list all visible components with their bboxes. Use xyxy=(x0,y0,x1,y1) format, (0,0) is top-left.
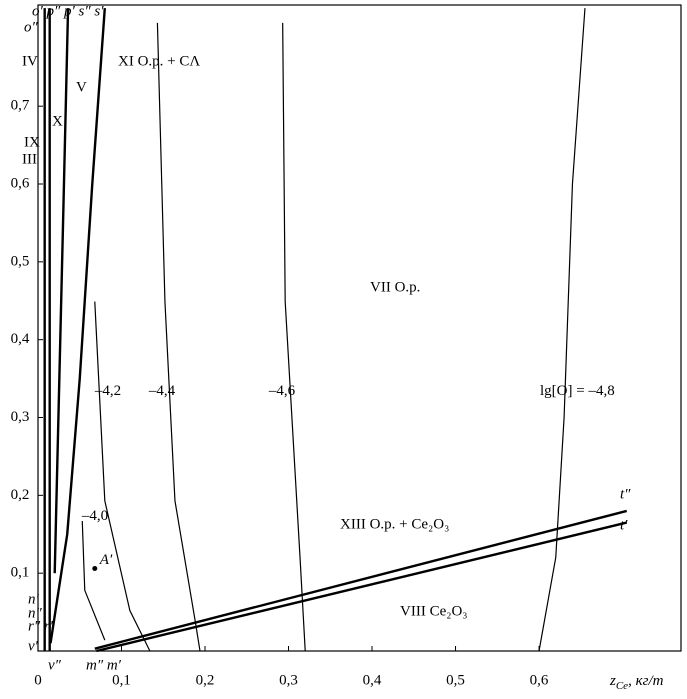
phase-boundary xyxy=(94,509,628,650)
isoline xyxy=(156,22,201,652)
label-value: –4,4 xyxy=(148,383,176,399)
isoline xyxy=(282,22,306,652)
annotation: n′ xyxy=(28,591,40,607)
x-tick-label: 0 xyxy=(34,672,42,688)
point xyxy=(92,565,98,571)
annotation: o″ xyxy=(24,19,39,35)
annotation: n″ xyxy=(28,605,43,621)
annotation: VII O.p. xyxy=(370,279,420,295)
y-tick-label: 0,1 xyxy=(11,565,30,581)
label-value: –4,6 xyxy=(268,383,296,399)
annotation: o′ p″ p′ s″ s′ xyxy=(32,3,104,19)
isoline xyxy=(94,301,151,652)
isoline-label: –4,0 xyxy=(81,508,108,524)
annotation: r″ r′ xyxy=(28,618,54,634)
annotation: IV xyxy=(22,53,38,69)
y-tick-label: 0,3 xyxy=(11,409,30,425)
isoline xyxy=(81,521,106,641)
x-axis-label: zCe, кг/т xyxy=(609,673,664,691)
isoline-label: –4,4 xyxy=(148,383,176,399)
annotation: IX xyxy=(24,134,40,150)
isoline-label: –4,2 xyxy=(94,383,121,399)
annotation: XIII O.p. + Ce₂O₃ xyxy=(340,516,449,532)
label-value: –4,2 xyxy=(94,383,121,399)
x-tick-label: 0,2 xyxy=(196,672,215,688)
annotation: t″ xyxy=(620,486,631,502)
phase-boundary xyxy=(49,8,107,644)
y-tick-label: 0,2 xyxy=(11,487,30,503)
annotation: VIII Ce₂O₃ xyxy=(400,603,468,619)
x-tick-label: 0,6 xyxy=(530,672,549,688)
phase-boundary xyxy=(96,521,628,653)
x-tick-label: 0,1 xyxy=(112,672,131,688)
annotation: v′ xyxy=(28,638,39,654)
label-prefix: lg[O] = xyxy=(540,383,588,399)
annotation: III xyxy=(22,151,37,167)
annotation: m″ m′ xyxy=(86,657,122,673)
y-tick-label: 0,4 xyxy=(11,331,30,347)
plot-frame xyxy=(37,4,682,652)
annotation: XI O.p. + CΛ xyxy=(118,53,200,69)
isoline xyxy=(538,8,586,652)
isoline-label: lg[O] = –4,8 xyxy=(540,383,615,399)
isoline-label: –4,6 xyxy=(268,383,296,399)
y-tick-label: 0,5 xyxy=(11,253,30,269)
annotation: v″ xyxy=(48,657,62,673)
x-tick-label: 0,5 xyxy=(446,672,465,688)
annotation: V xyxy=(76,79,87,95)
label-value: –4,8 xyxy=(587,383,614,399)
x-tick-label: 0,4 xyxy=(363,672,382,688)
y-tick-label: 0,6 xyxy=(11,175,30,191)
point-label: A′ xyxy=(99,552,113,568)
x-tick-label: 0,3 xyxy=(279,672,298,688)
y-tick-label: 0,7 xyxy=(11,98,30,114)
annotation: t′ xyxy=(620,517,628,533)
label-value: –4,0 xyxy=(81,508,108,524)
annotation: X xyxy=(52,113,63,129)
phase-boundary xyxy=(53,8,70,574)
